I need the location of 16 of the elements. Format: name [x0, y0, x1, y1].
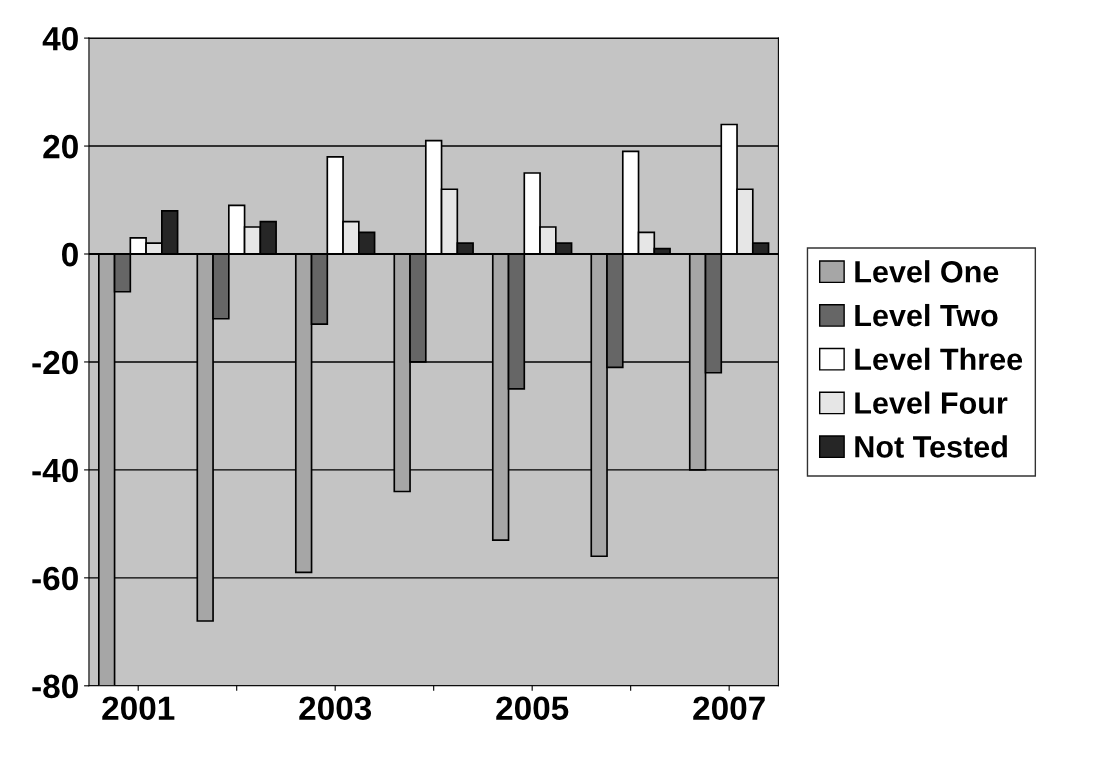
y-tick-label: -60 [32, 566, 78, 591]
y-tick-label: -20 [32, 350, 78, 375]
legend-label: Not Tested [855, 435, 1007, 458]
legend-label: Level Two [855, 303, 998, 327]
legend-label: Level Three [855, 347, 1023, 371]
x-tick-label: 2007 [693, 696, 765, 721]
legend-label: Level One [855, 260, 999, 283]
y-tick-label: 0 [62, 242, 78, 267]
x-tick-label: 2001 [102, 696, 175, 721]
y-tick-label: 20 [43, 134, 78, 159]
x-tick-label: 2003 [299, 696, 372, 721]
x-tick-label: 2005 [496, 696, 569, 721]
y-tick-label: -40 [32, 458, 78, 483]
y-tick-label: -80 [32, 674, 78, 699]
legend-label: Level Four [855, 391, 1008, 414]
y-tick-label: 40 [42, 26, 78, 51]
